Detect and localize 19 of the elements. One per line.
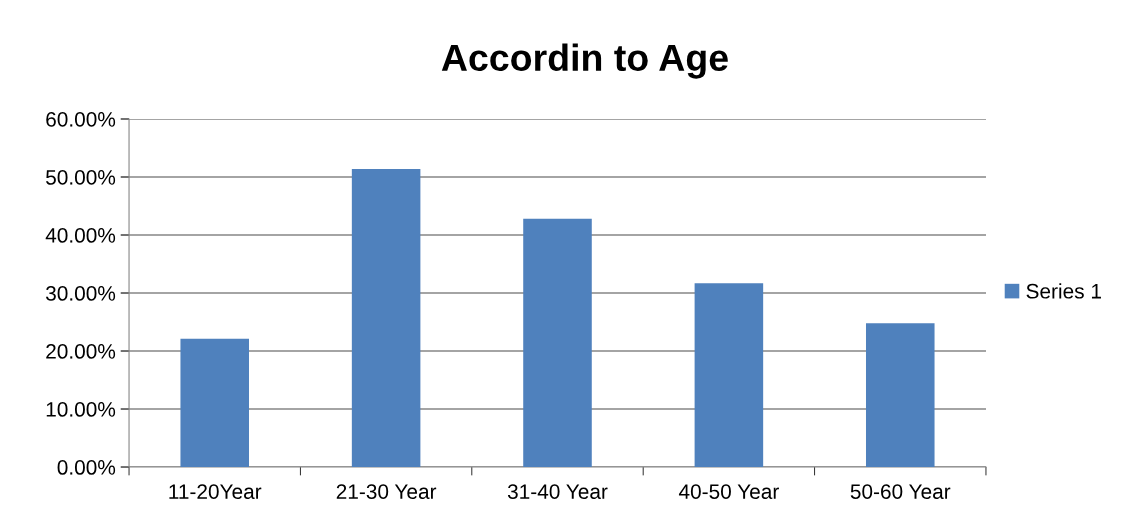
legend-label: Series 1 <box>1026 283 1101 299</box>
bar <box>694 283 764 468</box>
y-tick-label: 50.00% <box>46 170 116 185</box>
y-tick-label: 40.00% <box>45 228 116 243</box>
y-tick-label: 0.00% <box>57 460 116 475</box>
x-tick-label: 21-30 Year <box>336 484 437 499</box>
bar <box>351 168 421 468</box>
x-tick-label: 31-40 Year <box>507 484 608 499</box>
bar <box>865 323 935 468</box>
bar <box>180 338 250 468</box>
x-tick-label: 40-50 Year <box>678 484 779 499</box>
x-tick-label: 50-60 Year <box>850 484 951 499</box>
y-tick-label: 60.00% <box>46 112 116 127</box>
bar <box>523 218 592 468</box>
y-tick-label: 20.00% <box>46 344 116 359</box>
chart-title: Accordin to Age <box>441 43 728 79</box>
y-tick-label: 30.00% <box>45 286 116 301</box>
y-tick-label: 10.00% <box>46 402 116 417</box>
x-tick-label: 11-20Year <box>169 484 262 499</box>
